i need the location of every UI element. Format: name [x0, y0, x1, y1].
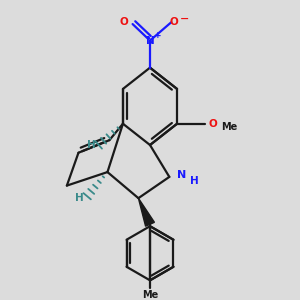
Text: +: + — [154, 31, 161, 40]
Text: O: O — [119, 17, 128, 27]
Text: N: N — [177, 170, 187, 180]
Text: H: H — [75, 193, 84, 203]
Text: Me: Me — [221, 122, 237, 132]
Text: Me: Me — [142, 290, 158, 300]
Polygon shape — [138, 198, 154, 226]
Text: H: H — [190, 176, 199, 186]
Text: O: O — [208, 119, 217, 129]
Text: N: N — [146, 36, 154, 46]
Text: −: − — [180, 14, 190, 23]
Text: O: O — [170, 17, 178, 27]
Text: H: H — [87, 140, 95, 150]
